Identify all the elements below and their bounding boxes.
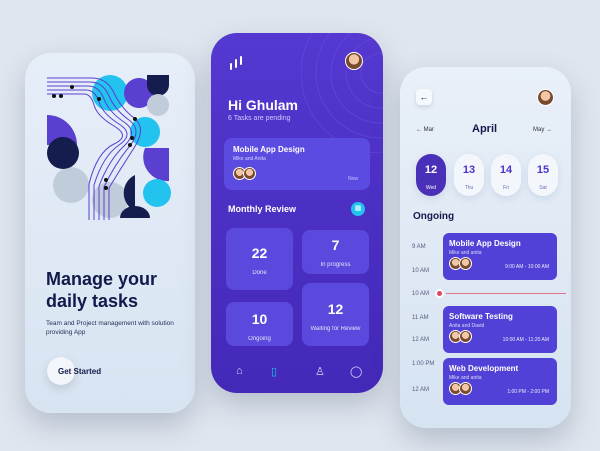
onboarding-title: Manage your daily tasks bbox=[46, 269, 158, 311]
back-button[interactable]: ← bbox=[416, 89, 432, 105]
stat-ongoing[interactable]: 10 Ongoing bbox=[226, 302, 293, 346]
stat-in-progress[interactable]: 7 In progress bbox=[302, 230, 369, 274]
calendar-screen: ← ← Mar April May → 12 Wed 13 Thu 14 Fri 15… bbox=[400, 67, 571, 428]
event-card[interactable]: Mobile App Design Mike and anita 9:00 AM -… bbox=[443, 233, 557, 280]
time-label: 1:00 PM bbox=[412, 361, 435, 367]
event-card[interactable]: Software Testing Anita and David 10:00 AM … bbox=[443, 306, 557, 353]
onboarding-screen: Manage your daily tasks Team and Project … bbox=[25, 53, 195, 413]
profile-icon[interactable]: ♙ bbox=[315, 366, 325, 378]
user-avatar[interactable] bbox=[345, 52, 363, 70]
event-card[interactable]: Web Development Mike and anita 1:00 PM - 2… bbox=[443, 358, 557, 405]
document-icon[interactable]: ▯ bbox=[271, 366, 278, 378]
time-label: 11 AM bbox=[412, 315, 429, 321]
background-rings bbox=[301, 33, 383, 153]
task-time: Now bbox=[347, 176, 358, 182]
task-title: Mobile App Design bbox=[233, 145, 305, 154]
pending-count: 6 Tasks are pending bbox=[228, 115, 291, 122]
now-line bbox=[446, 293, 566, 294]
day-14[interactable]: 14 Fri bbox=[491, 154, 521, 196]
now-indicator bbox=[437, 291, 442, 296]
section-title: Monthly Review bbox=[228, 204, 297, 214]
greeting: Hi Ghulam bbox=[228, 97, 299, 113]
day-15[interactable]: 15 Sat bbox=[528, 154, 558, 196]
time-label: 10 AM bbox=[412, 291, 430, 297]
day-12[interactable]: 12 Wed bbox=[416, 154, 446, 196]
time-label: 12 AM bbox=[412, 387, 430, 393]
next-month-button[interactable]: May → bbox=[533, 127, 553, 133]
logo-icon bbox=[230, 56, 242, 70]
featured-task-card[interactable]: Mobile App Design Mike and Anita Now bbox=[224, 138, 370, 190]
stat-done[interactable]: 22 Done bbox=[226, 228, 293, 290]
time-label: 9 AM bbox=[412, 244, 426, 250]
onboarding-subtitle: Team and Project management with solutio… bbox=[46, 320, 174, 336]
time-label: 12 AM bbox=[412, 337, 430, 343]
section-title: Ongoing bbox=[413, 211, 455, 222]
avatars bbox=[233, 167, 256, 185]
home-screen: Hi Ghulam 6 Tasks are pending Mobile App… bbox=[211, 33, 383, 393]
day-13[interactable]: 13 Thu bbox=[454, 154, 484, 196]
illustration bbox=[47, 75, 171, 220]
stat-waiting-review[interactable]: 12 Waiting for Review bbox=[302, 283, 369, 346]
user-avatar[interactable] bbox=[537, 89, 554, 106]
time-label: 10 AM bbox=[412, 268, 430, 274]
calendar-icon[interactable]: ▦ bbox=[351, 202, 365, 216]
get-started-bubble bbox=[47, 357, 75, 385]
task-people: Mike and Anita bbox=[233, 156, 266, 162]
get-started-button[interactable]: Get Started bbox=[58, 367, 102, 376]
month-title: April bbox=[472, 123, 498, 135]
bell-icon[interactable]: ◯ bbox=[350, 366, 363, 378]
home-icon[interactable]: ⌂ bbox=[236, 365, 243, 377]
prev-month-button[interactable]: ← Mar bbox=[416, 127, 435, 133]
